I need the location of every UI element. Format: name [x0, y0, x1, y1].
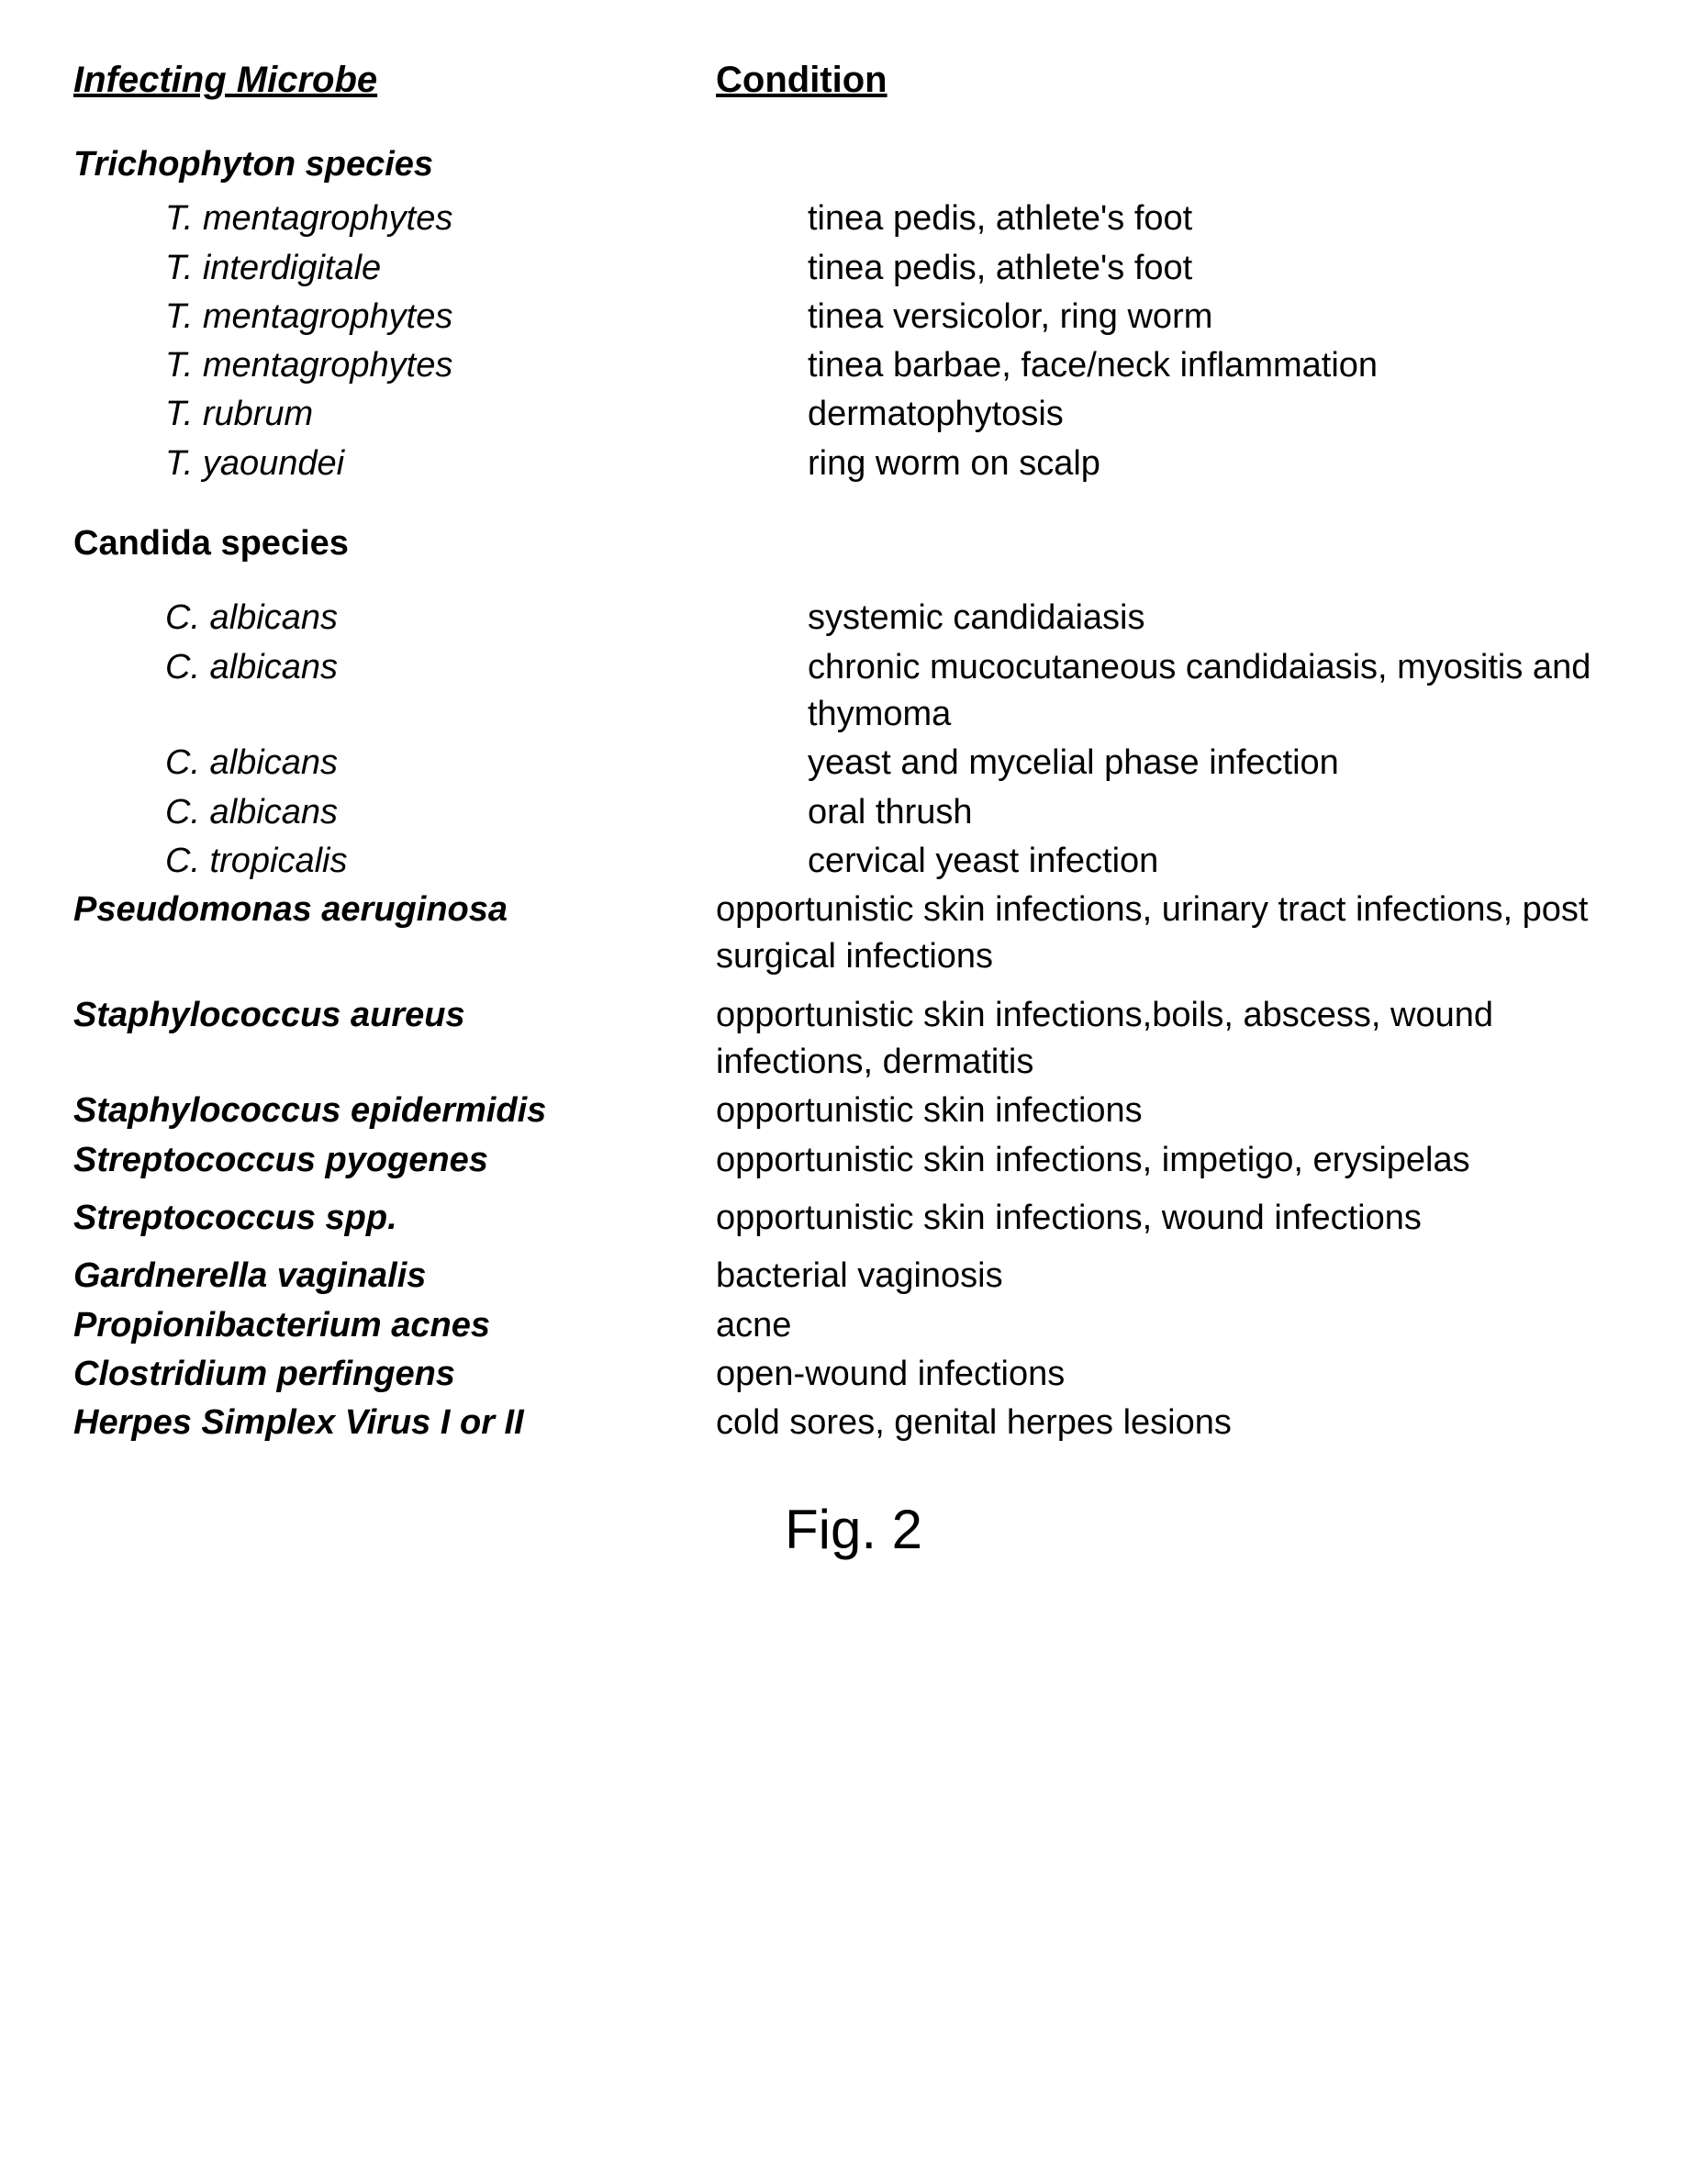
- condition-cell: tinea pedis, athlete's foot: [808, 195, 1634, 242]
- microbe-cell: T. mentagrophytes: [73, 342, 808, 389]
- table-row: T. interdigitaletinea pedis, athlete's f…: [73, 245, 1634, 292]
- table-row: C. albicansyeast and mycelial phase infe…: [73, 740, 1634, 787]
- condition-cell: systemic candidaiasis: [808, 595, 1634, 642]
- table-row: Pseudomonas aeruginosaopportunistic skin…: [73, 887, 1634, 981]
- microbe-cell: T. interdigitale: [73, 245, 808, 292]
- microbe-cell: Gardnerella vaginalis: [73, 1253, 716, 1300]
- table-row: C. albicanschronic mucocutaneous candida…: [73, 644, 1634, 739]
- microbe-cell: Streptococcus spp.: [73, 1195, 716, 1242]
- condition-cell: opportunistic skin infections, urinary t…: [716, 887, 1634, 981]
- condition-cell: ring worm on scalp: [808, 441, 1634, 487]
- condition-cell: cervical yeast infection: [808, 838, 1634, 885]
- header-condition: Condition: [716, 55, 1634, 105]
- table-row: Gardnerella vaginalisbacterial vaginosis: [73, 1253, 1634, 1300]
- condition-cell: opportunistic skin infections, impetigo,…: [716, 1137, 1634, 1184]
- condition-cell: dermatophytosis: [808, 391, 1634, 438]
- table-body: Trichophyton speciesT. mentagrophytestin…: [73, 141, 1634, 1446]
- table-row: Staphylococcus epidermidisopportunistic …: [73, 1088, 1634, 1134]
- figure-label: Fig. 2: [73, 1492, 1634, 1567]
- table-row: C. albicansoral thrush: [73, 789, 1634, 836]
- condition-cell: bacterial vaginosis: [716, 1253, 1634, 1300]
- condition-cell: tinea barbae, face/neck inflammation: [808, 342, 1634, 389]
- microbe-cell: T. rubrum: [73, 391, 808, 438]
- table-row: T. yaoundeiring worm on scalp: [73, 441, 1634, 487]
- table-row: Clostridium perfingensopen-wound infecti…: [73, 1351, 1634, 1398]
- group-header: Candida species: [73, 520, 1634, 567]
- table-row: Streptococcus spp.opportunistic skin inf…: [73, 1195, 1634, 1242]
- condition-cell: oral thrush: [808, 789, 1634, 836]
- microbe-cell: Propionibacterium acnes: [73, 1302, 716, 1349]
- condition-cell: opportunistic skin infections,boils, abs…: [716, 992, 1634, 1087]
- microbe-cell: C. albicans: [73, 595, 808, 642]
- condition-cell: yeast and mycelial phase infection: [808, 740, 1634, 787]
- condition-cell: opportunistic skin infections, wound inf…: [716, 1195, 1634, 1242]
- microbe-cell: Clostridium perfingens: [73, 1351, 716, 1398]
- condition-cell: tinea versicolor, ring worm: [808, 294, 1634, 340]
- condition-cell: opportunistic skin infections: [716, 1088, 1634, 1134]
- table-row: C. tropicaliscervical yeast infection: [73, 838, 1634, 885]
- condition-cell: cold sores, genital herpes lesions: [716, 1400, 1634, 1446]
- microbe-cell: Pseudomonas aeruginosa: [73, 887, 716, 981]
- table-row: T. mentagrophytestinea versicolor, ring …: [73, 294, 1634, 340]
- microbe-cell: T. mentagrophytes: [73, 294, 808, 340]
- microbe-cell: Herpes Simplex Virus I or II: [73, 1400, 716, 1446]
- condition-cell: open-wound infections: [716, 1351, 1634, 1398]
- condition-cell: chronic mucocutaneous candidaiasis, myos…: [808, 644, 1634, 739]
- table-row: C. albicanssystemic candidaiasis: [73, 595, 1634, 642]
- microbe-cell: T. yaoundei: [73, 441, 808, 487]
- microbe-cell: C. tropicalis: [73, 838, 808, 885]
- microbe-cell: Staphylococcus aureus: [73, 992, 716, 1087]
- microbe-cell: C. albicans: [73, 740, 808, 787]
- microbe-cell: Streptococcus pyogenes: [73, 1137, 716, 1184]
- table-row: Streptococcus pyogenesopportunistic skin…: [73, 1137, 1634, 1184]
- microbe-cell: C. albicans: [73, 644, 808, 739]
- table-row: T. rubrumdermatophytosis: [73, 391, 1634, 438]
- condition-cell: acne: [716, 1302, 1634, 1349]
- table-row: Staphylococcus aureusopportunistic skin …: [73, 992, 1634, 1087]
- table-row: Herpes Simplex Virus I or IIcold sores, …: [73, 1400, 1634, 1446]
- microbe-cell: Staphylococcus epidermidis: [73, 1088, 716, 1134]
- condition-cell: tinea pedis, athlete's foot: [808, 245, 1634, 292]
- group-header: Trichophyton species: [73, 141, 1634, 188]
- header-microbe: Infecting Microbe: [73, 55, 716, 105]
- microbe-cell: T. mentagrophytes: [73, 195, 808, 242]
- table-row: T. mentagrophytestinea barbae, face/neck…: [73, 342, 1634, 389]
- microbe-cell: C. albicans: [73, 789, 808, 836]
- table-row: T. mentagrophytestinea pedis, athlete's …: [73, 195, 1634, 242]
- table-row: Propionibacterium acnesacne: [73, 1302, 1634, 1349]
